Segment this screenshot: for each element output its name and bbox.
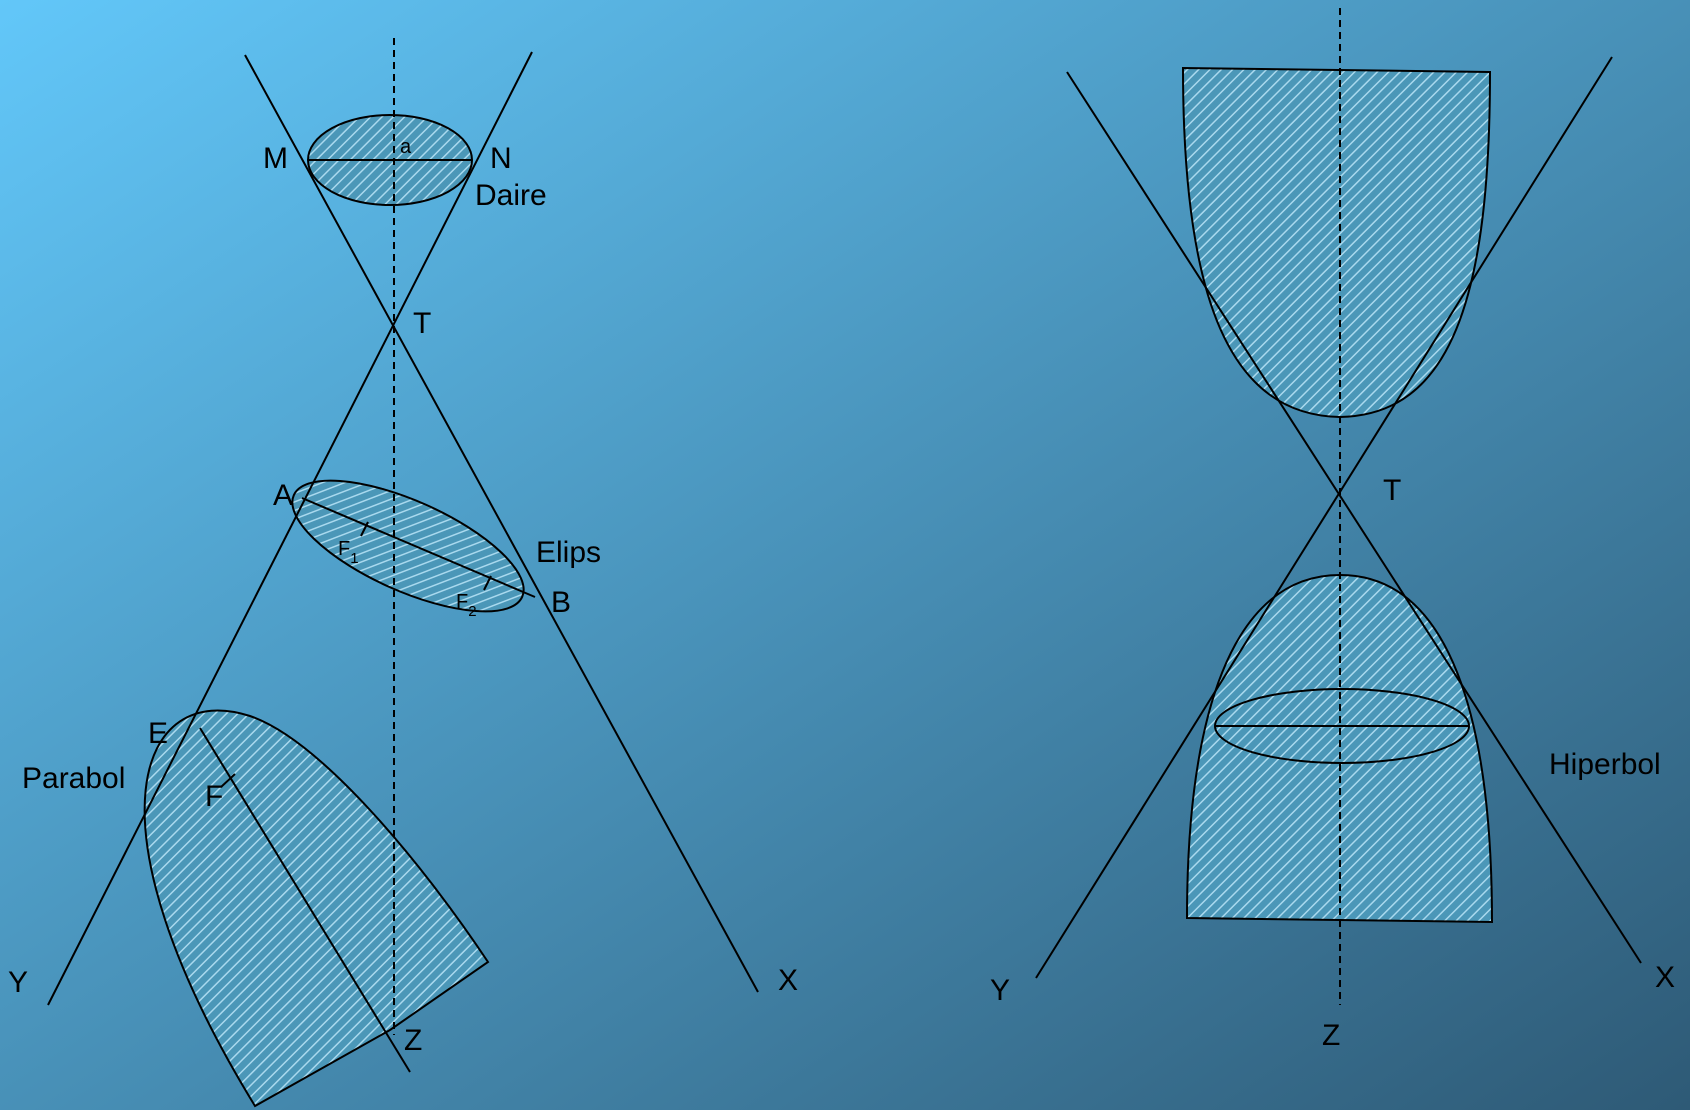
parabola-section [143, 709, 490, 1108]
label-E: E [148, 717, 168, 750]
cone-generator-right [47, 51, 533, 1006]
label-A: A [273, 479, 293, 512]
cone-generator-right-right [1035, 56, 1613, 979]
label-Y-left: Y [8, 966, 28, 999]
label-hiperbol: Hiperbol [1549, 748, 1661, 781]
label-Y-right: Y [990, 974, 1010, 1007]
label-F1: F1 [338, 538, 359, 567]
label-N: N [490, 142, 512, 175]
label-M: M [263, 142, 288, 175]
label-B: B [551, 586, 571, 619]
label-daire: Daire [475, 179, 547, 212]
label-parabol: Parabol [22, 762, 125, 795]
label-Z-right: Z [1322, 1019, 1340, 1052]
label-T-right: T [1383, 474, 1401, 507]
label-Z-left: Z [404, 1024, 422, 1057]
cone-generator-left [244, 54, 759, 993]
label-X-right: X [1655, 961, 1675, 994]
focus-tick-f [220, 773, 236, 788]
label-a: a [400, 136, 412, 158]
left-cone-figure: M N a Daire T A Elips B F1 F2 E Parabol … [8, 38, 798, 1108]
major-axis-AB [301, 497, 536, 598]
focus-tick-f1 [360, 521, 369, 537]
label-elips: Elips [536, 536, 601, 569]
cone-generator-left-right [1066, 71, 1642, 964]
label-X-left: X [778, 964, 798, 997]
label-T-left: T [413, 307, 431, 340]
label-F2: F2 [456, 591, 477, 620]
label-F: F [205, 780, 223, 813]
focus-tick-f2 [483, 575, 492, 591]
right-cone-figure: T Hiperbol Y X Z [990, 8, 1675, 1052]
parabola-axis [199, 727, 411, 1073]
ellipse-section [291, 479, 525, 613]
